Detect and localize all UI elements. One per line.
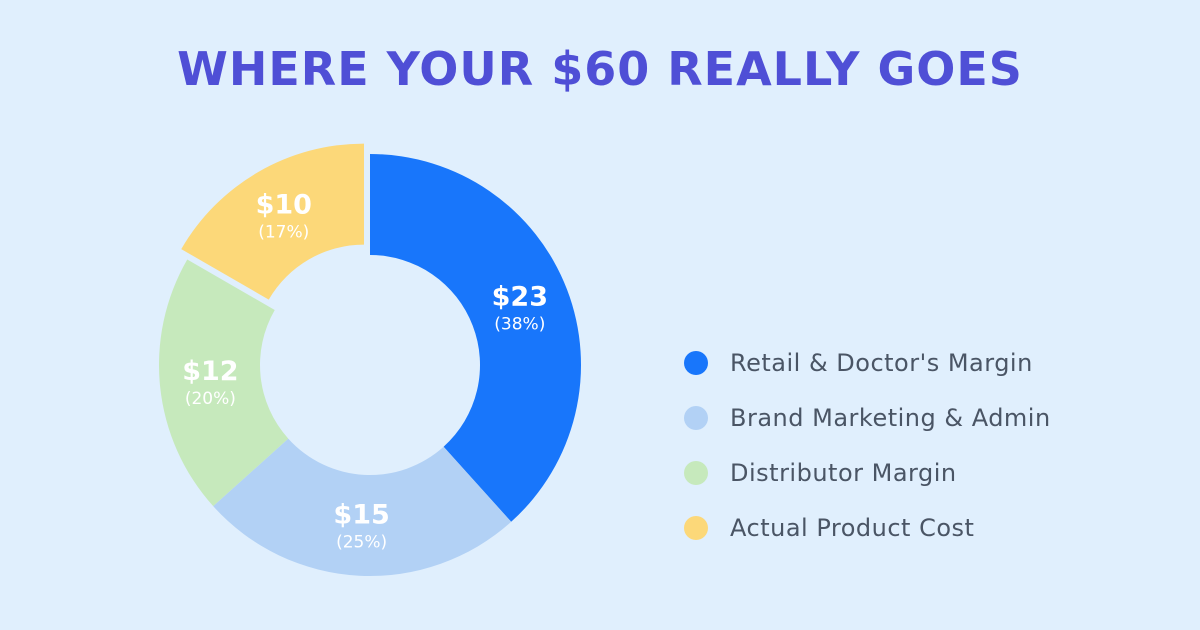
legend-label: Brand Marketing & Admin [730, 403, 1051, 432]
legend-item-distributor-margin: Distributor Margin [684, 445, 1051, 500]
slice-value-label: $12 [182, 356, 238, 387]
legend-swatch [684, 460, 708, 485]
slice-value-label: $23 [492, 281, 548, 312]
legend-swatch [684, 515, 708, 540]
legend: Retail & Doctor's Margin Brand Marketing … [684, 335, 1051, 555]
slice-brand-marketing-admin [213, 438, 512, 576]
legend-item-brand-marketing-admin: Brand Marketing & Admin [684, 390, 1051, 445]
chart-title: WHERE YOUR $60 REALLY GOES [177, 42, 1023, 96]
legend-item-actual-product-cost: Actual Product Cost [684, 500, 1051, 555]
slice-value-label: $15 [333, 499, 389, 530]
donut-chart: $23(38%) $15(25%) $12(20%) $10(17%) [159, 143, 581, 576]
slice-retail-doctor-s-margin [370, 154, 581, 522]
slice-value-label: $10 [256, 190, 312, 221]
legend-label: Distributor Margin [730, 458, 957, 487]
legend-swatch [684, 405, 708, 430]
slice-percent-label: (25%) [336, 532, 387, 552]
slice-percent-label: (38%) [494, 314, 545, 334]
slice-percent-label: (20%) [185, 389, 236, 409]
slice-actual-product-cost [181, 143, 364, 300]
slice-distributor-margin [159, 259, 289, 507]
legend-item-retail-doctor-s-margin: Retail & Doctor's Margin [684, 335, 1051, 390]
slice-percent-label: (17%) [258, 223, 309, 243]
legend-label: Actual Product Cost [730, 513, 975, 542]
legend-swatch [684, 350, 708, 375]
legend-label: Retail & Doctor's Margin [730, 348, 1033, 377]
